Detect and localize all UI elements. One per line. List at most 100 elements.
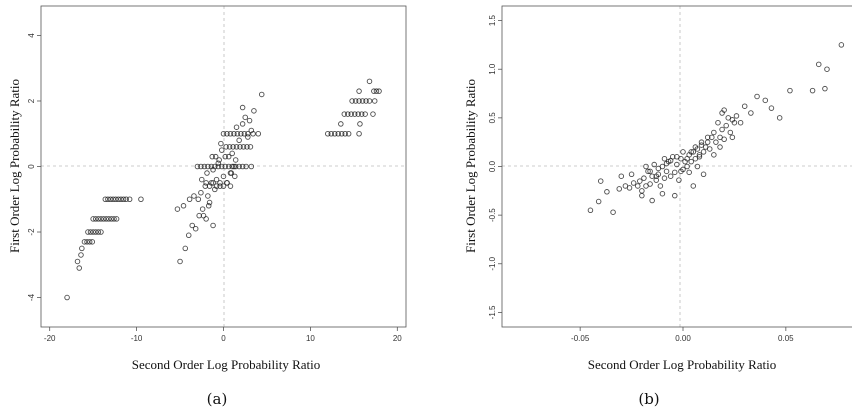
panel-b-data-point [686,169,692,176]
panel-a-data-point [255,130,262,137]
panel-b-data-point [657,183,664,189]
panel-a-data-point [102,196,109,203]
panel-a-data-point [92,216,99,222]
panel-b-data-point [659,190,666,197]
panel-a-data-point [236,137,242,144]
panel-a-data-point [239,104,246,111]
panel-a-data-point [230,144,236,150]
panel-b-data-point [838,42,845,48]
panel-a-data-point [225,163,232,170]
panel-b-data-point [706,146,713,152]
panel-a-data-point [106,216,112,222]
panel-b-data-point [700,149,707,155]
panel-a-data-point [195,196,202,203]
panel-a-data-point [237,144,243,150]
panel-a-data-point [111,216,117,222]
panel-a-data-point [210,180,216,186]
panel-a-data-point [64,294,70,301]
panel-a-x-tick-label: 10 [306,334,315,343]
panel-b-data-point [696,152,703,158]
panel-a-data-point [227,183,234,189]
panel-b-data-point [649,173,655,179]
panel-b-data-point [618,173,625,179]
panel-b-data-point [604,189,610,195]
panel-a-data-point [348,111,355,117]
panel-b-data-point [690,149,697,155]
panel-b-data-point [637,178,643,184]
panel-a-data-point [328,130,335,137]
panel-a-data-point [215,160,222,166]
panel-b-data-point [647,181,653,187]
panel-b-data-point [680,149,686,155]
panel-a-data-point [234,130,241,137]
panel-a-data-point [90,229,96,235]
panel-a-data-point [113,216,120,222]
panel-b-data-point [748,110,754,116]
panel-a-data-point [345,111,351,117]
panel-a-data-point [233,144,240,150]
panel-b-data-point [721,136,727,143]
panel-a-data-point [81,239,88,245]
panel-a-data-point [232,173,238,180]
panel-a-data-point [232,157,239,163]
panel-b-data-point [727,129,734,136]
panel-b-data-point [645,168,651,175]
panel-b-data-point [713,139,719,145]
panel-a-data-point [366,78,373,85]
panel-b-data-point [824,66,830,72]
panel-a-data-point [371,88,377,94]
panel-b-data-point [626,185,633,191]
panel-a-data-point [74,258,81,265]
panel-a-data-point [233,124,240,130]
panel-b-data-point [754,93,760,100]
panel-a-data-point [359,98,366,104]
panel-a-data-point [231,130,237,137]
panel-a-data-point [222,163,228,170]
panel-a-data-point [186,196,193,203]
panel-b-data-point [688,149,694,155]
panel-a-data-point [242,114,248,121]
panel-a-y-axis: -4 -2 0 2 4 [27,33,41,301]
panel-a-data-point [370,111,376,117]
panel-a-data-point [220,173,227,180]
panel-a-data-point [236,163,242,170]
panel-a-x-tick-label: 20 [393,334,402,343]
panel-a-data-point [225,153,232,160]
panel-a-data-point [352,98,359,104]
panel-b-data-point [587,207,594,214]
panel-a-data-point [342,130,348,137]
panel-a-data-point [231,163,237,170]
panel-a-data-point [118,196,124,203]
panel-a-data-point [229,163,235,170]
panel-a-data-point [87,229,94,235]
panel-a-data-point [219,163,225,170]
panel-a-data-point [357,121,363,127]
panel-a-data-point [95,229,102,235]
panel-a-data-point [232,163,239,170]
panel-a-data-point [325,130,331,137]
panel-a-data-point [218,140,224,147]
panel-a-data-point [373,88,380,94]
panel-a-data-point [84,239,90,245]
panel-a-data-point [86,239,93,245]
panel-b-data-point [597,178,604,184]
panel-a-data-point [85,229,91,235]
panel-b-data-point [649,197,655,204]
panel-b-data-point [700,171,707,178]
panel-b-data-point [694,163,701,170]
panel-a-data-point [243,163,249,170]
panel-b-data-point [661,175,668,181]
panel-a-data-point [201,163,208,170]
panel-a-data-point [239,121,246,127]
panel-a-data-point [366,98,373,104]
panel-b-data-point [688,158,694,165]
panel-a-data-point [198,163,204,170]
panel-a-y-tick-label: 0 [27,164,36,169]
panel-a-data-point [90,216,96,222]
panel-b-y-tick-label: -0.5 [488,208,497,222]
panel-b-data-point [639,192,645,199]
panel-b-data-point [711,152,717,158]
panel-a-data-point [89,239,96,245]
panel-a-data-point [224,130,230,137]
panel-a-data-point [358,111,365,117]
